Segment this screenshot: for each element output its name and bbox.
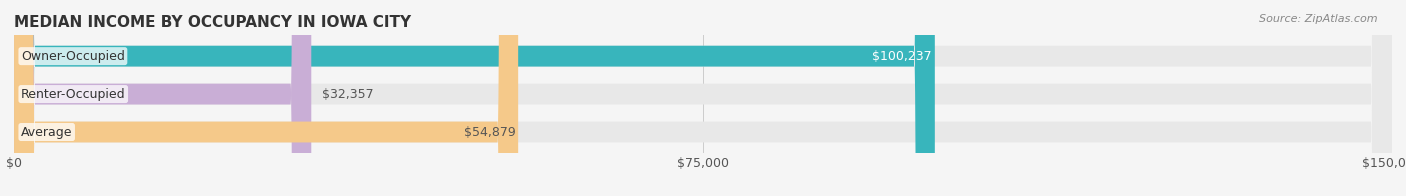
Text: Source: ZipAtlas.com: Source: ZipAtlas.com (1260, 14, 1378, 24)
Text: $100,237: $100,237 (873, 50, 932, 63)
Text: MEDIAN INCOME BY OCCUPANCY IN IOWA CITY: MEDIAN INCOME BY OCCUPANCY IN IOWA CITY (14, 15, 411, 30)
FancyBboxPatch shape (14, 0, 519, 196)
FancyBboxPatch shape (14, 0, 1392, 196)
Text: Renter-Occupied: Renter-Occupied (21, 88, 125, 101)
FancyBboxPatch shape (14, 0, 311, 196)
Text: Average: Average (21, 125, 73, 139)
FancyBboxPatch shape (14, 0, 935, 196)
FancyBboxPatch shape (14, 0, 1392, 196)
Text: Owner-Occupied: Owner-Occupied (21, 50, 125, 63)
Text: $32,357: $32,357 (322, 88, 374, 101)
Text: $54,879: $54,879 (464, 125, 516, 139)
FancyBboxPatch shape (14, 0, 1392, 196)
